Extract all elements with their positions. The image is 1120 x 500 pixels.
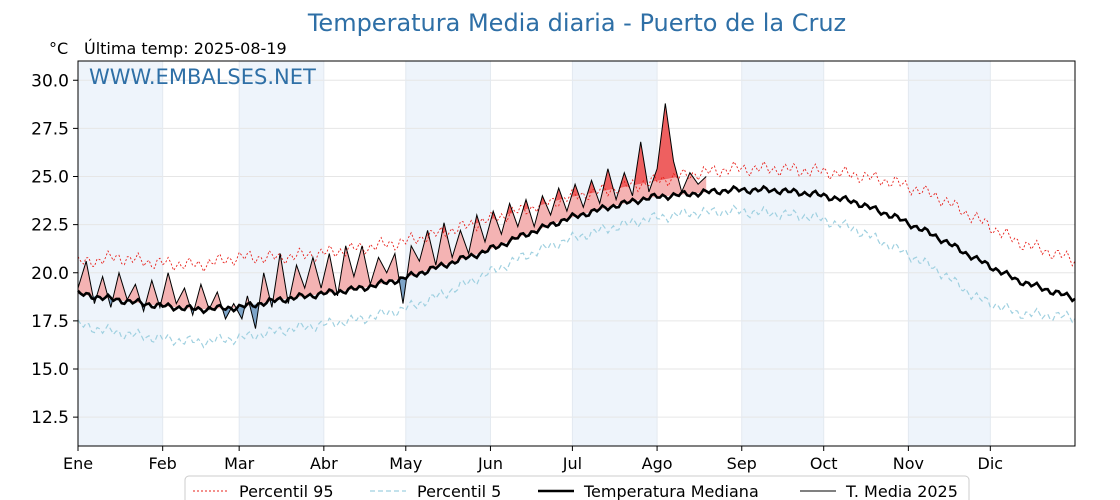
xtick-label-Jul: Jul xyxy=(562,454,582,473)
xtick-label-Ene: Ene xyxy=(63,454,93,473)
legend-label-p95: Percentil 95 xyxy=(239,482,334,500)
series-2025-line xyxy=(77,103,707,329)
fill-above-median xyxy=(78,103,707,310)
month-band-Jul xyxy=(572,61,658,446)
month-bands xyxy=(78,61,991,446)
xtick-label-Mar: Mar xyxy=(224,454,255,473)
ytick-label-1: 15.0 xyxy=(31,360,69,380)
xtick-label-Jun: Jun xyxy=(477,454,503,473)
series-lines xyxy=(77,103,1076,349)
legend-label-p5: Percentil 5 xyxy=(417,482,501,500)
xtick-label-May: May xyxy=(389,454,422,473)
xtick-label-Nov: Nov xyxy=(893,454,924,473)
chart-title: Temperatura Media diaria - Puerto de la … xyxy=(307,9,846,37)
month-band-Nov xyxy=(908,61,991,446)
series-median-line xyxy=(77,184,1076,315)
series-p5-line xyxy=(77,204,1076,349)
ytick-label-5: 25.0 xyxy=(31,168,69,188)
xtick-label-Abr: Abr xyxy=(310,454,338,473)
anomaly-fills xyxy=(78,103,707,329)
legend-label-current: T. Media 2025 xyxy=(845,482,958,500)
legend: Percentil 95 Percentil 5 Temperatura Med… xyxy=(184,475,970,500)
xtick-label-Feb: Feb xyxy=(149,454,177,473)
ytick-label-6: 27.5 xyxy=(31,119,69,139)
plot-frame xyxy=(77,60,1076,447)
xtick-label-Dic: Dic xyxy=(978,454,1004,473)
y-axis-unit: °C xyxy=(49,39,68,58)
ytick-label-4: 22.5 xyxy=(31,216,69,236)
watermark: WWW.EMBALSES.NET xyxy=(89,65,316,89)
month-band-Ene xyxy=(78,61,163,446)
y-axis-ticks: 12.5 15.0 17.5 20.0 22.5 25.0 27.5 30.0 xyxy=(31,71,78,428)
ytick-label-2: 17.5 xyxy=(31,312,69,332)
ytick-label-3: 20.0 xyxy=(31,264,69,284)
last-temp-label: Última temp: 2025-08-19 xyxy=(84,39,287,58)
legend-label-median: Temperatura Mediana xyxy=(583,482,759,500)
xtick-label-Ago: Ago xyxy=(642,454,673,473)
legend-box xyxy=(184,475,970,500)
ytick-label-0: 12.5 xyxy=(31,408,69,428)
xtick-label-Oct: Oct xyxy=(810,454,838,473)
month-band-Sep xyxy=(741,61,824,446)
xtick-label-Sep: Sep xyxy=(727,454,757,473)
ytick-label-7: 30.0 xyxy=(31,71,69,91)
x-axis-ticks: Ene Feb Mar Abr May Jun Jul Ago Sep Oct Nov Dic xyxy=(63,446,1003,473)
month-band-Mar xyxy=(239,61,324,446)
